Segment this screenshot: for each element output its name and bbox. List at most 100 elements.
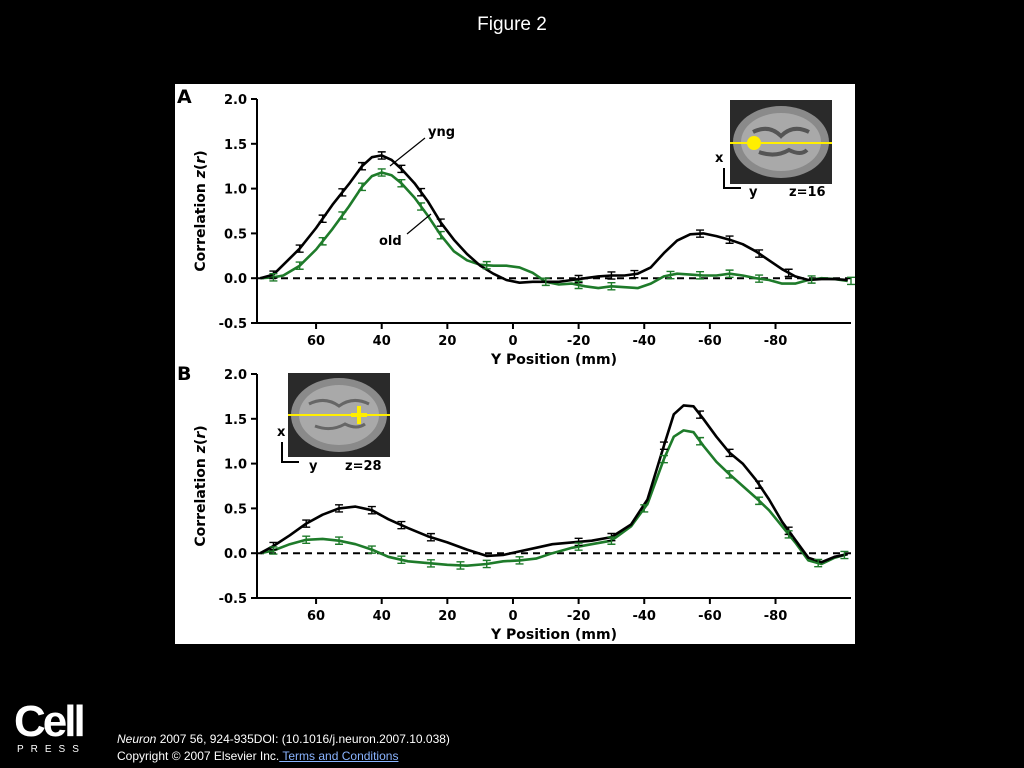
error-bar-old <box>696 436 705 446</box>
logo-press-text: PRESS <box>17 744 86 755</box>
panel-a-error-bars <box>269 151 855 291</box>
error-bar-old <box>269 273 278 282</box>
figure-title: Figure 2 <box>477 14 547 35</box>
error-bar-yng <box>397 164 406 174</box>
panel-a-letter: A <box>177 86 192 108</box>
error-bar-old <box>482 559 491 569</box>
panel-b-series <box>259 404 849 567</box>
error-bar-yng <box>630 269 639 279</box>
citation: Neuron 2007 56, 924-935DOI: (10.1016/j.n… <box>117 731 450 765</box>
cell-press-logo: Cell PRESS <box>14 697 86 756</box>
error-bar-yng <box>295 244 304 253</box>
error-bar-old <box>417 202 426 211</box>
error-bar-old <box>269 546 278 555</box>
error-bar-old <box>426 559 435 568</box>
error-bar-old <box>541 277 550 287</box>
error-bar-old <box>847 276 855 286</box>
error-bar-yng <box>302 519 311 528</box>
panel-a-x-label: Y Position (mm) <box>490 352 617 368</box>
x-tick-label: 60 <box>307 334 325 349</box>
inset-b-z-label: z=28 <box>345 459 382 474</box>
inset-a-y-label: y <box>749 185 758 200</box>
series-line-yng <box>259 404 848 564</box>
annotation-yng: yng <box>428 125 455 140</box>
error-bar-yng <box>335 504 344 513</box>
error-bar-old <box>755 274 764 283</box>
panel-b-letter: B <box>177 363 191 385</box>
error-bar-old <box>784 530 793 539</box>
error-bar-old <box>397 178 406 188</box>
error-bar-old <box>725 470 734 479</box>
inset-b-axes-glyph <box>281 442 299 463</box>
x-tick-label: -20 <box>567 609 591 624</box>
error-bar-yng <box>417 187 426 197</box>
panel-b-brain-inset: x y z=28 <box>277 373 390 474</box>
panel-b-y-label: Correlation z(r) <box>193 425 209 546</box>
error-bar-yng <box>725 235 734 244</box>
panel-a-series <box>259 154 848 290</box>
annotation-old: old <box>379 234 402 249</box>
y-tick-label: 1.5 <box>224 138 247 153</box>
y-tick-label: 1.5 <box>224 413 247 428</box>
error-bar-yng <box>755 480 764 489</box>
error-bar-old <box>640 504 649 513</box>
citation-journal: Neuron <box>117 732 157 746</box>
error-bar-yng <box>659 441 668 450</box>
error-bar-old <box>377 168 386 177</box>
error-bar-yng <box>696 229 705 238</box>
panel-a-yaxis-ticks: 2.0 1.5 1.0 0.5 0.0 -0.5 <box>219 93 257 332</box>
series-line-old <box>260 171 848 290</box>
error-bar-yng <box>358 161 367 171</box>
x-tick-label: -60 <box>698 334 722 349</box>
error-bar-old <box>335 536 344 545</box>
error-bar-yng <box>318 214 327 223</box>
annotation-yng-leader <box>389 137 426 167</box>
panel-b-error-bars <box>269 410 849 570</box>
x-tick-label: 0 <box>508 334 517 349</box>
x-tick-label: 0 <box>508 609 517 624</box>
error-bar-old <box>696 271 705 280</box>
error-bar-yng <box>367 505 376 515</box>
error-bar-old <box>397 555 406 565</box>
error-bar-yng <box>338 188 347 197</box>
y-tick-label: -0.5 <box>219 592 247 607</box>
inset-b-y-label: y <box>309 459 318 474</box>
terms-link[interactable]: Terms and Conditions <box>279 749 399 763</box>
error-bar-old <box>318 237 327 246</box>
citation-ref: 2007 56, 924-935DOI: (10.1016/j.neuron.2… <box>156 732 450 746</box>
inset-a-z-label: z=16 <box>789 185 826 200</box>
x-tick-label: -60 <box>698 609 722 624</box>
copyright-text: Copyright © 2007 Elsevier Inc. <box>117 749 280 763</box>
x-tick-label: 60 <box>307 609 325 624</box>
error-bar-old <box>755 496 764 506</box>
error-bar-old <box>607 281 616 291</box>
error-bar-yng <box>725 448 734 458</box>
figure-panel: A 2.0 1.5 1.0 0.5 0.0 -0.5 60 40 20 0 -20 -40 -60 -8… <box>175 84 855 644</box>
y-tick-label: 0.5 <box>224 227 247 242</box>
inset-b-seed <box>351 406 367 424</box>
error-bar-old <box>659 454 668 464</box>
error-bar-old <box>840 550 849 560</box>
error-bar-yng <box>426 532 435 542</box>
inset-b-x-label: x <box>277 425 286 440</box>
panel-a-brain-inset: x y z=16 <box>715 100 832 200</box>
annotation-old-leader <box>406 213 432 235</box>
logo-cell-text: Cell <box>14 697 86 746</box>
y-tick-label: 0.0 <box>224 272 247 287</box>
error-bar-old <box>436 230 445 240</box>
x-tick-label: 40 <box>373 334 391 349</box>
copyright-line: Copyright © 2007 Elsevier Inc. Terms and… <box>117 748 450 765</box>
error-bar-yng <box>784 268 793 278</box>
inset-a-x-label: x <box>715 151 724 166</box>
error-bar-yng <box>607 271 616 280</box>
citation-line: Neuron 2007 56, 924-935DOI: (10.1016/j.n… <box>117 731 450 748</box>
error-bar-yng <box>436 218 445 227</box>
error-bar-old <box>295 261 304 270</box>
x-tick-label: -40 <box>632 334 656 349</box>
y-tick-label: 2.0 <box>224 93 247 108</box>
error-bar-yng <box>755 249 764 258</box>
series-line-yng <box>259 154 848 284</box>
error-bar-old <box>725 269 734 279</box>
x-tick-label: -80 <box>764 334 788 349</box>
y-tick-label: 0.0 <box>224 547 247 562</box>
